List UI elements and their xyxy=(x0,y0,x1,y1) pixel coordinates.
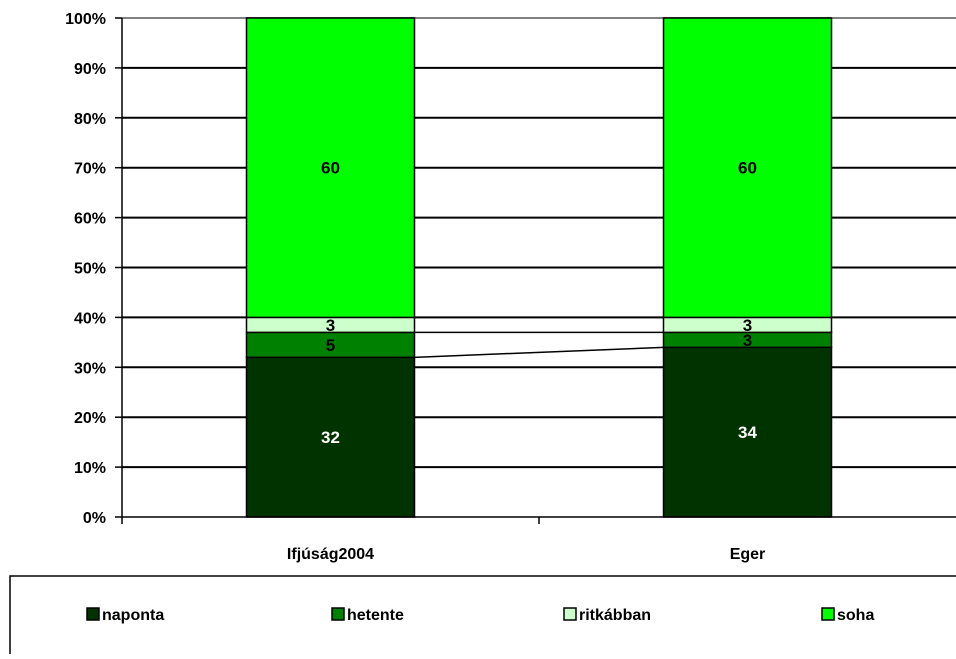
legend-swatch xyxy=(86,607,100,621)
data-label: 3 xyxy=(743,316,752,335)
y-tick-label: 100% xyxy=(65,11,106,28)
y-tick-label: 0% xyxy=(83,510,106,527)
legend: naponta hetente ritkábban soha xyxy=(9,575,956,659)
data-label: 5 xyxy=(326,336,335,355)
legend-swatch xyxy=(821,607,835,621)
data-label: 3 xyxy=(743,331,752,350)
bar-segment xyxy=(245,17,416,319)
y-tick-label: 30% xyxy=(74,360,106,377)
legend-label: ritkábban xyxy=(579,607,651,624)
series-line xyxy=(414,346,664,359)
data-label: 60 xyxy=(738,159,757,178)
y-tick-label: 50% xyxy=(74,261,106,278)
y-tick-label: 10% xyxy=(74,460,106,477)
y-tick-label: 40% xyxy=(74,310,106,327)
legend-label: soha xyxy=(837,607,874,624)
bars xyxy=(245,17,833,518)
series-lines xyxy=(414,316,664,359)
y-tick-label: 80% xyxy=(74,111,106,128)
data-label: 34 xyxy=(738,423,757,442)
bar-segment xyxy=(662,17,833,319)
legend-box xyxy=(9,575,956,659)
y-tick-label: 60% xyxy=(74,211,106,228)
legend-swatch xyxy=(331,607,345,621)
y-tick-label: 70% xyxy=(74,161,106,178)
legend-label: hetente xyxy=(347,607,404,624)
axes: 0% 10% 20% 30% 40% 50% 60% 70% 80% 90% 100% Ifjúság… xyxy=(65,11,956,563)
data-label: 3 xyxy=(326,316,335,335)
legend-swatch xyxy=(563,607,577,621)
data-label: 60 xyxy=(321,159,340,178)
y-tick-label: 20% xyxy=(74,410,106,427)
y-tick-label: 90% xyxy=(74,61,106,78)
x-tick-label: Ifjúság2004 xyxy=(287,546,374,563)
data-label: 32 xyxy=(321,428,340,447)
legend-label: naponta xyxy=(102,607,164,624)
x-tick-label: Eger xyxy=(730,546,766,563)
